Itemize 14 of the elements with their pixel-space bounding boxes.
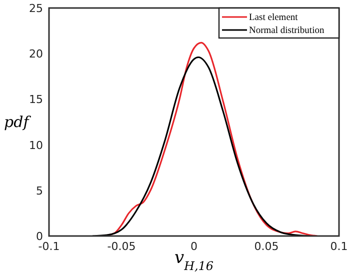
x-tick-label: 0.1 (330, 240, 348, 253)
x-tick-label: 0 (190, 240, 198, 253)
y-tick-label: 5 (36, 184, 43, 198)
y-axis-title: pdf (4, 113, 32, 131)
legend-label: Normal distribution (249, 26, 324, 36)
y-tick-label: 15 (29, 93, 43, 106)
x-tick-label: 0.05 (254, 240, 279, 253)
x-tick-label: -0.1 (38, 240, 60, 253)
y-tick-label: 0 (36, 230, 43, 243)
y-tick-label: 10 (29, 138, 43, 152)
legend-label: Last element (249, 13, 298, 23)
y-tick-label: 20 (29, 48, 43, 61)
x-tick-label: -0.05 (107, 240, 136, 253)
y-tick-label: 25 (29, 2, 43, 15)
